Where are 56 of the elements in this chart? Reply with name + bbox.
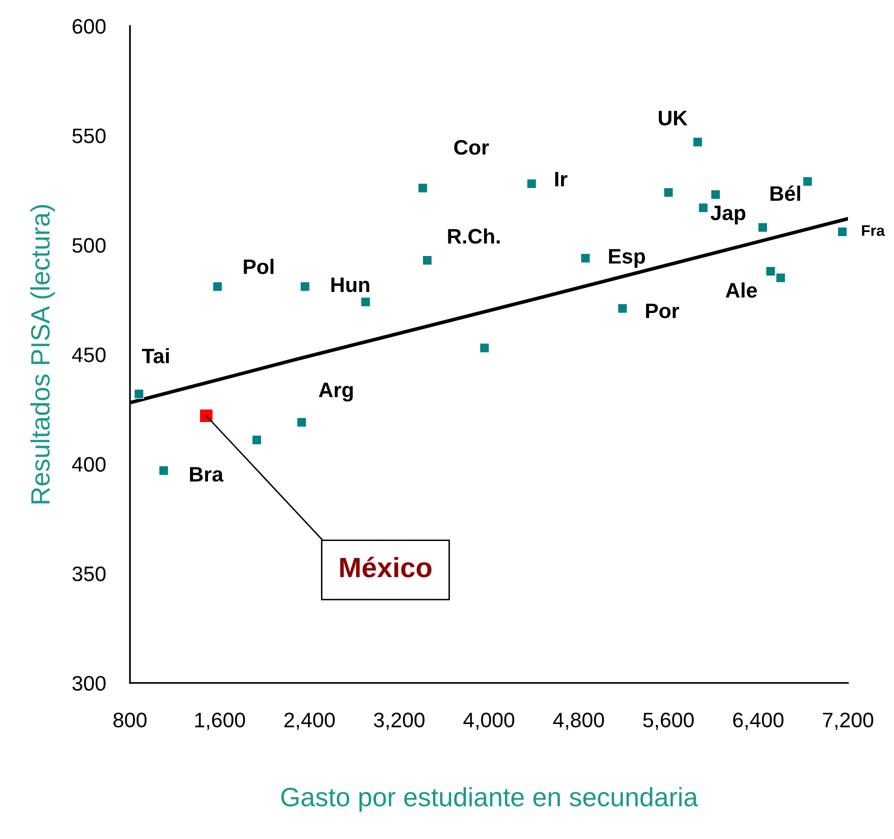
y-tick-label: 450 xyxy=(72,347,106,362)
y-tick-label: 300 xyxy=(72,676,106,691)
point xyxy=(758,222,768,232)
x-axis-title: Gasto por estudiante en secundaria xyxy=(281,787,698,812)
annotation: Tai xyxy=(142,348,169,364)
x-tick-label: 4,000 xyxy=(463,712,514,730)
annotation: Hun xyxy=(331,278,370,292)
annotation: México xyxy=(340,556,432,578)
x-tick-label: 6,400 xyxy=(733,712,784,730)
x-tick-label: 800 xyxy=(114,712,147,728)
point xyxy=(580,253,590,264)
annotation: Por xyxy=(646,304,680,318)
y-tick-label: 350 xyxy=(72,566,106,582)
x-tick-label: 4,800 xyxy=(553,712,604,730)
point xyxy=(296,417,307,428)
x-tick-label: 3,200 xyxy=(374,712,424,730)
point xyxy=(418,183,428,194)
point xyxy=(212,282,222,292)
x-tick-label: 5,600 xyxy=(643,712,694,730)
annotation: Cor xyxy=(454,140,489,155)
y-tick-label: 550 xyxy=(72,128,106,144)
point xyxy=(710,190,721,200)
point xyxy=(252,434,262,445)
annotation: Bra xyxy=(190,467,224,482)
point xyxy=(802,176,813,186)
annotation: Bél xyxy=(770,185,800,201)
point xyxy=(134,388,144,399)
y-tick-label: 600 xyxy=(72,19,106,34)
x-tick-label: 2,400 xyxy=(284,712,335,730)
point xyxy=(837,226,848,237)
annotation: Esp xyxy=(609,249,646,268)
point xyxy=(158,466,169,476)
y-axis-title: Resultados PISA (lectura) xyxy=(30,205,55,504)
point xyxy=(526,178,537,189)
point xyxy=(663,187,674,198)
y-tick-label: 400 xyxy=(72,456,106,472)
annotation: Arg xyxy=(318,382,353,402)
annotation: Jap xyxy=(710,206,746,224)
point xyxy=(776,272,786,283)
x-tick-label: 1,600 xyxy=(195,712,245,730)
point xyxy=(422,255,432,266)
annotation: Ir xyxy=(555,172,568,186)
point xyxy=(692,137,703,148)
point xyxy=(766,266,776,276)
annotation: Ale xyxy=(726,282,757,298)
x-tick-label: 7,200 xyxy=(822,712,874,730)
point xyxy=(479,342,490,353)
y-tick-label: 500 xyxy=(72,238,106,253)
point xyxy=(698,202,708,213)
annotation: Fra xyxy=(862,225,885,236)
point xyxy=(300,282,310,292)
annotation: Pol xyxy=(244,258,274,274)
annotation: R.Ch. xyxy=(448,228,500,244)
annotation: UK xyxy=(658,110,688,126)
point xyxy=(360,296,371,307)
point xyxy=(617,303,628,314)
